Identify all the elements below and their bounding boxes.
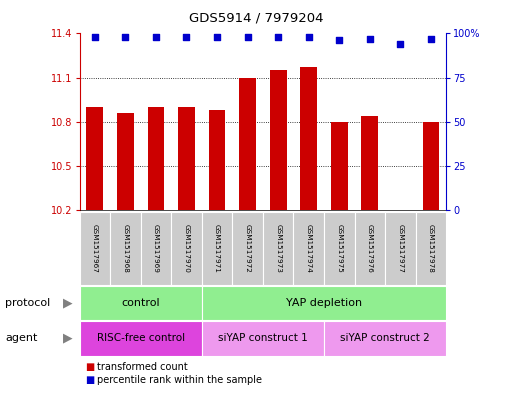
Bar xyxy=(293,212,324,285)
Text: agent: agent xyxy=(5,333,37,343)
Bar xyxy=(263,212,293,285)
Text: GDS5914 / 7979204: GDS5914 / 7979204 xyxy=(189,11,324,24)
Text: percentile rank within the sample: percentile rank within the sample xyxy=(97,375,263,385)
Bar xyxy=(110,212,141,285)
Bar xyxy=(202,212,232,285)
Bar xyxy=(141,212,171,285)
Bar xyxy=(232,212,263,285)
Text: GSM1517972: GSM1517972 xyxy=(245,224,251,273)
Point xyxy=(397,41,405,47)
Text: GSM1517968: GSM1517968 xyxy=(123,224,128,273)
Bar xyxy=(239,77,256,210)
Bar xyxy=(148,107,164,210)
Bar xyxy=(86,107,103,210)
Point xyxy=(427,35,435,42)
Point xyxy=(183,34,191,40)
Bar xyxy=(171,212,202,285)
Bar xyxy=(362,116,378,210)
Text: RISC-free control: RISC-free control xyxy=(96,333,185,343)
Bar xyxy=(270,70,287,210)
Point xyxy=(91,34,99,40)
Text: protocol: protocol xyxy=(5,298,50,308)
Bar xyxy=(209,110,226,210)
Text: ■: ■ xyxy=(85,362,94,372)
Text: GSM1517977: GSM1517977 xyxy=(398,224,403,273)
Bar xyxy=(202,321,324,356)
Text: GSM1517967: GSM1517967 xyxy=(92,224,98,273)
Point xyxy=(213,34,221,40)
Bar xyxy=(331,122,348,210)
Text: GSM1517974: GSM1517974 xyxy=(306,224,312,273)
Text: ▶: ▶ xyxy=(63,296,72,310)
Bar xyxy=(416,212,446,285)
Text: YAP depletion: YAP depletion xyxy=(286,298,362,308)
Bar xyxy=(324,212,354,285)
Point xyxy=(121,34,129,40)
Text: GSM1517976: GSM1517976 xyxy=(367,224,373,273)
Bar xyxy=(300,67,317,210)
Point xyxy=(366,35,374,42)
Point xyxy=(305,34,313,40)
Text: GSM1517978: GSM1517978 xyxy=(428,224,434,273)
Text: control: control xyxy=(122,298,160,308)
Point xyxy=(152,34,160,40)
Bar xyxy=(80,286,202,320)
Text: siYAP construct 1: siYAP construct 1 xyxy=(218,333,308,343)
Text: GSM1517970: GSM1517970 xyxy=(184,224,189,273)
Bar xyxy=(423,122,440,210)
Bar xyxy=(117,113,134,210)
Point xyxy=(244,34,252,40)
Text: ■: ■ xyxy=(85,375,94,385)
Text: GSM1517969: GSM1517969 xyxy=(153,224,159,273)
Bar xyxy=(80,212,110,285)
Text: ▶: ▶ xyxy=(63,332,72,345)
Point xyxy=(335,37,343,44)
Text: siYAP construct 2: siYAP construct 2 xyxy=(340,333,430,343)
Bar xyxy=(324,321,446,356)
Text: transformed count: transformed count xyxy=(97,362,188,372)
Point xyxy=(274,34,282,40)
Bar xyxy=(354,212,385,285)
Text: GSM1517971: GSM1517971 xyxy=(214,224,220,273)
Text: GSM1517975: GSM1517975 xyxy=(337,224,342,273)
Bar xyxy=(80,321,202,356)
Bar xyxy=(202,286,446,320)
Bar xyxy=(178,107,195,210)
Bar xyxy=(385,212,416,285)
Text: GSM1517973: GSM1517973 xyxy=(275,224,281,273)
